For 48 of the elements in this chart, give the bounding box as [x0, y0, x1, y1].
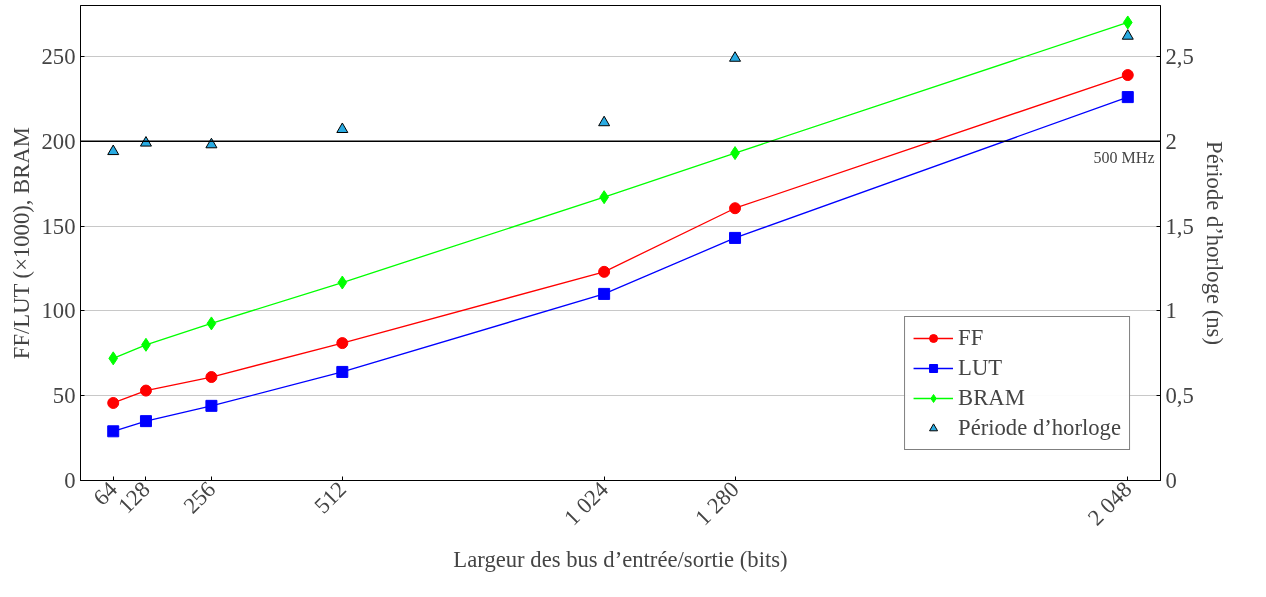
point	[107, 396, 120, 409]
legend-label: FF	[958, 325, 984, 351]
legend-label: BRAM	[958, 385, 1025, 411]
y2-tick-label: 2	[1165, 128, 1177, 154]
y2-tick-label: 0	[1165, 468, 1177, 493]
point	[336, 365, 349, 378]
point	[206, 316, 217, 331]
y2-tick-label: 1	[1165, 298, 1177, 324]
point	[336, 122, 349, 134]
y2-tick-label: 0,5	[1165, 383, 1194, 409]
ref-line-label: 500 MHz	[1093, 149, 1155, 167]
point	[205, 371, 218, 384]
point	[1122, 15, 1133, 30]
point	[1121, 91, 1134, 104]
point	[1121, 69, 1134, 82]
point	[205, 399, 218, 412]
point	[139, 384, 152, 397]
x-axis-title: Largeur des bus d’entrée/sortie (bits)	[453, 547, 788, 573]
point	[107, 425, 120, 438]
point	[337, 275, 348, 290]
x-tick-label: 2 048	[1082, 476, 1137, 531]
y-tick-label: 100	[41, 298, 76, 324]
point	[1121, 29, 1134, 40]
x-tick-label: 256	[178, 476, 221, 519]
y-tick-label: 0	[64, 468, 76, 493]
legend-label: LUT	[958, 355, 1003, 381]
y2-axis-title: Période d’horloge (ns)	[1201, 141, 1227, 345]
point	[729, 51, 742, 62]
point	[598, 265, 611, 278]
point	[598, 287, 611, 300]
y-tick-label: 200	[41, 128, 76, 154]
y2-tick-label: 1,5	[1165, 213, 1194, 239]
y2-tick-label: 2,5	[1165, 43, 1194, 69]
x-tick-label: 1 024	[559, 476, 613, 531]
x-tick-label: 512	[309, 476, 352, 519]
y-tick-label: 50	[52, 383, 76, 409]
y-axis-title: FF/LUT (×1000), BRAM	[8, 127, 34, 360]
point	[729, 202, 742, 215]
x-tick-label: 1 280	[690, 476, 744, 531]
point	[598, 115, 611, 127]
point	[336, 337, 349, 350]
point	[108, 351, 119, 366]
point	[107, 144, 120, 156]
y-tick-label: 150	[41, 213, 76, 239]
point	[139, 415, 152, 428]
point	[729, 231, 742, 244]
y-tick-label: 250	[41, 43, 76, 69]
legend-label: Période d’horloge	[958, 415, 1121, 441]
